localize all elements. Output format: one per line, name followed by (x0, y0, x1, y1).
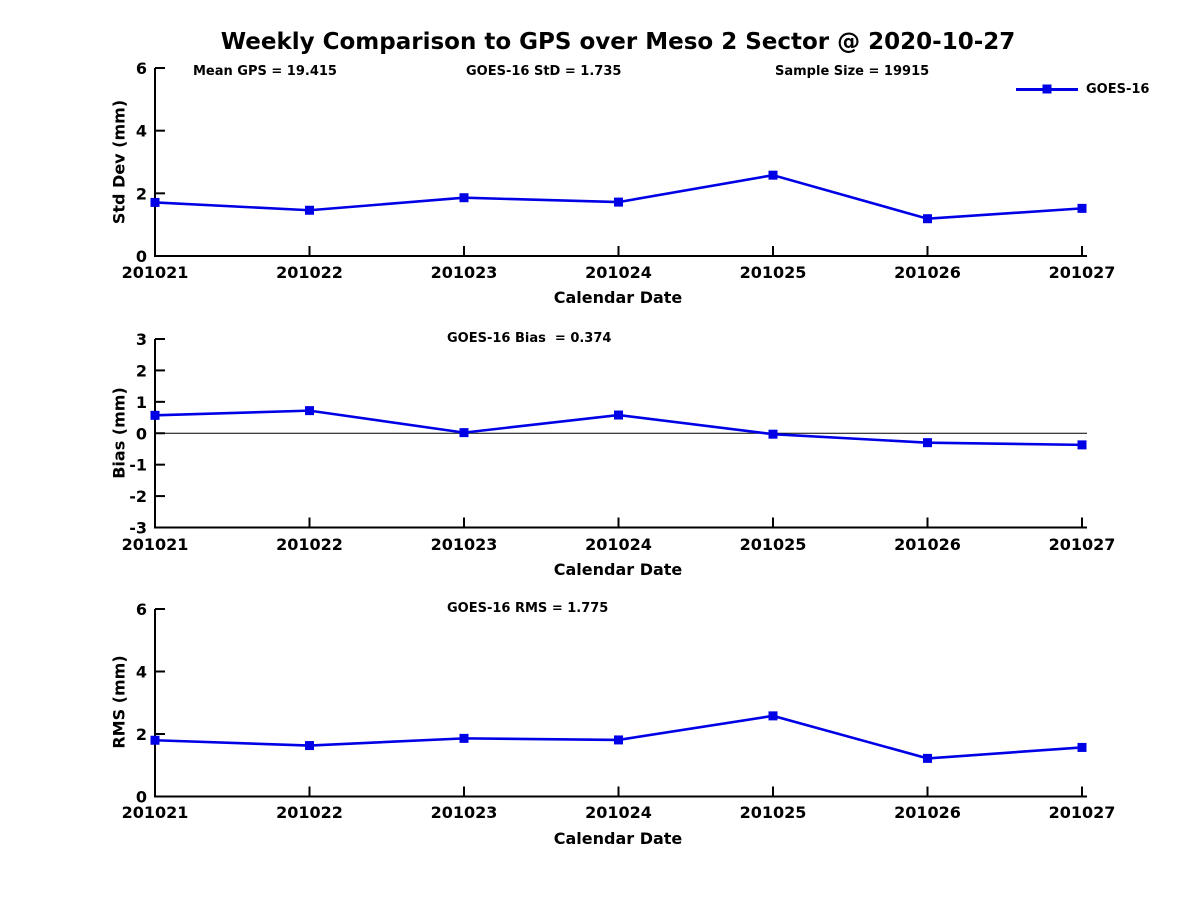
y-tick-label: -2 (129, 487, 147, 506)
goes16-line (154, 173, 1083, 221)
legend-label: GOES-16 (1086, 81, 1150, 97)
x-tick-label: 201026 (894, 535, 961, 554)
x-tick-label: 201023 (431, 803, 498, 822)
annotation-goes16-std: GOES-16 StD = 1.735 (466, 64, 622, 79)
y-tick-label: 0 (136, 424, 147, 443)
goes16-marker (459, 733, 469, 743)
x-tick-label: 201022 (276, 803, 343, 822)
x-tick-label: 201023 (431, 263, 498, 282)
x-tick-label: 201025 (740, 263, 807, 282)
x-tick-label: 201027 (1049, 263, 1116, 282)
goes16-marker (1077, 203, 1087, 213)
y-tick-label: 2 (136, 184, 147, 203)
goes16-marker (923, 753, 932, 763)
y-tick-label: 0 (136, 788, 147, 807)
x-tick-label: 201024 (585, 263, 652, 282)
y-tick-label: 2 (136, 725, 147, 744)
goes16-marker (459, 428, 469, 438)
y-tick-label: -1 (129, 456, 147, 475)
x-tick-label: 201025 (740, 535, 807, 554)
x-tick-label: 201026 (894, 263, 961, 282)
x-tick-label: 201024 (585, 803, 652, 822)
legend: GOES-16 (1016, 80, 1149, 98)
x-tick-label: 201027 (1049, 535, 1116, 554)
std-dev-plot: 0 2 4 6 201021 201022 201023 201024 201025 201026… (122, 59, 1116, 282)
legend-square-marker-icon (1042, 84, 1052, 94)
x-tick-label: 201022 (276, 535, 343, 554)
legend-line-sample (1016, 84, 1078, 94)
annotation-sample-size: Sample Size = 19915 (775, 64, 930, 79)
y-tick-label: 4 (136, 122, 147, 141)
goes16-marker (150, 735, 160, 745)
goes16-marker (614, 197, 623, 207)
x-tick-label: 201023 (431, 535, 498, 554)
y-tick-label: 4 (136, 663, 147, 682)
x-tick-label: 201021 (122, 263, 189, 282)
goes16-marker (150, 197, 160, 207)
goes16-marker (923, 438, 932, 448)
x-tick-label: 201027 (1049, 803, 1116, 822)
y-tick-label: -3 (129, 519, 147, 538)
x-axis-label-calendar-date-2: Calendar Date (553, 560, 683, 579)
y-tick-label: 3 (136, 330, 147, 349)
goes16-marker (614, 735, 623, 745)
y-tick-label: 0 (136, 247, 147, 266)
goes16-marker (923, 214, 932, 224)
x-axis-label-calendar-date-1: Calendar Date (553, 288, 683, 307)
annotation-goes16-bias: GOES-16 Bias = 0.374 (447, 331, 612, 346)
goes16-marker (305, 205, 314, 215)
goes16-marker (768, 170, 778, 180)
x-tick-label: 201026 (894, 803, 961, 822)
x-tick-label: 201024 (585, 535, 652, 554)
x-tick-label: 201025 (740, 803, 807, 822)
annotation-goes16-rms: GOES-16 RMS = 1.775 (447, 601, 609, 616)
goes16-marker (459, 193, 469, 203)
goes16-marker (150, 410, 160, 420)
y-tick-label: 6 (136, 600, 147, 619)
x-tick-label: 201021 (122, 803, 189, 822)
goes16-marker (614, 410, 623, 420)
goes16-marker (1077, 440, 1087, 450)
chart-title: Weekly Comparison to GPS over Meso 2 Sec… (220, 29, 1016, 55)
annotation-mean-gps: Mean GPS = 19.415 (193, 64, 337, 79)
goes16-marker (768, 711, 778, 721)
goes16-marker (305, 741, 314, 751)
x-tick-label: 201021 (122, 535, 189, 554)
goes16-marker (768, 429, 778, 439)
goes16-marker (1077, 742, 1087, 752)
y-tick-label: 2 (136, 361, 147, 380)
goes16-marker (305, 406, 314, 416)
y-tick-label: 1 (136, 393, 147, 412)
x-tick-label: 201022 (276, 263, 343, 282)
x-axis-label-calendar-date-3: Calendar Date (553, 829, 683, 848)
rms-plot: 0 2 4 6 201021 201022 201023 201024 201025 201026… (122, 600, 1116, 822)
y-tick-label: 6 (136, 59, 147, 78)
